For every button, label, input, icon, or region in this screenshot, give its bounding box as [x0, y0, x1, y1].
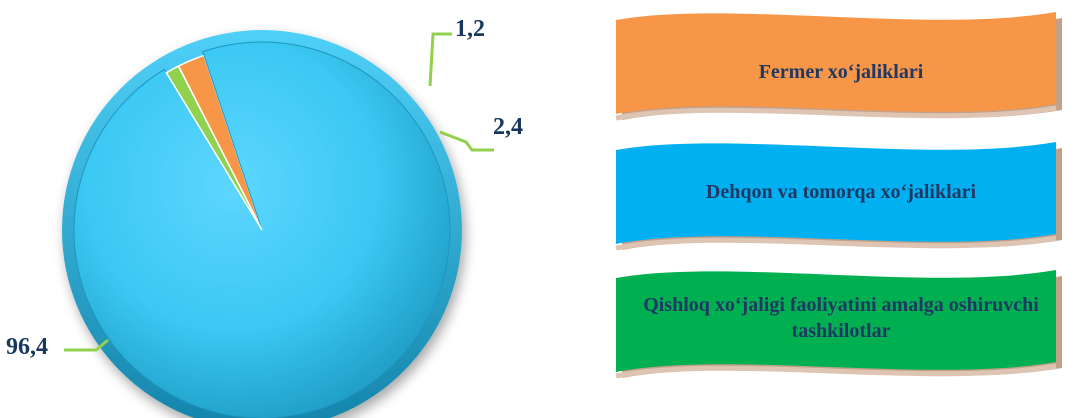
legend-item-fermer: Fermer xo‘jaliklari [606, 6, 1076, 138]
leader-line-dehqon [64, 338, 109, 352]
pie-chart [62, 30, 494, 418]
legend-item-qishloq: Qishloq xo‘jaligi faoliyatini amalga osh… [606, 264, 1076, 396]
leader-line-fermer [439, 130, 494, 152]
legend-label-qishloq: Qishloq xo‘jaligi faoliyatini amalga osh… [643, 294, 1039, 342]
legend-label-fermer: Fermer xo‘jaliklari [758, 61, 924, 83]
data-label-fermer: 2,4 [493, 114, 523, 140]
data-label-qishloq: 1,2 [455, 16, 485, 42]
leader-line-qishloq [428, 32, 452, 87]
legend-item-dehqon: Dehqon va tomorqa xo‘jaliklari [606, 136, 1076, 268]
data-label-dehqon: 96,4 [6, 334, 48, 360]
pie-slice-qishloq [165, 65, 263, 231]
legend-label-dehqon: Dehqon va tomorqa xo‘jaliklari [705, 181, 977, 203]
